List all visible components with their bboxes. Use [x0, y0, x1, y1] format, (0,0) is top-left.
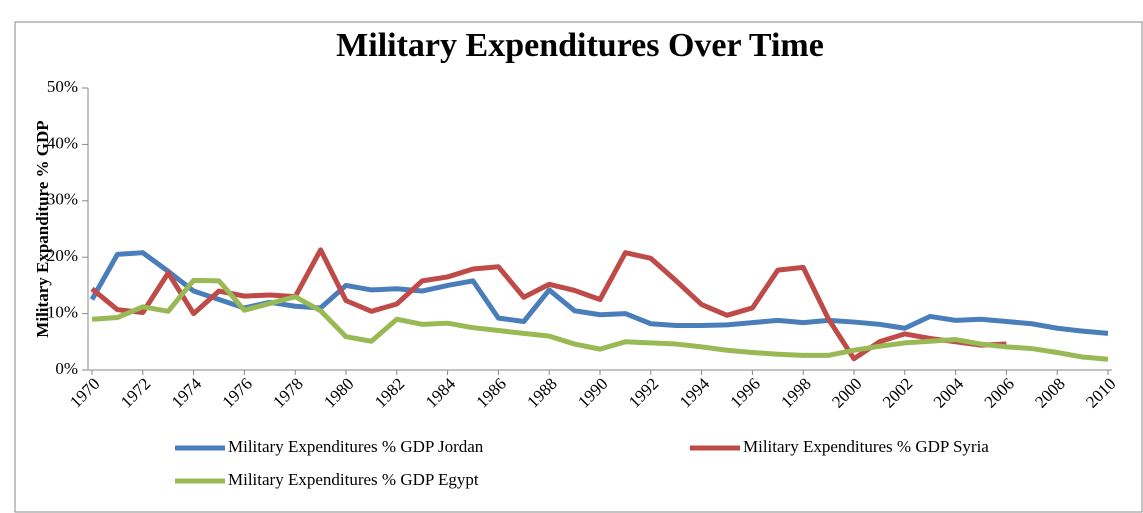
chart-frame [14, 21, 1143, 513]
legend-label: Military Expenditures % GDP Egypt [228, 470, 479, 489]
series-line [91, 277, 1109, 362]
y-tick-label: 40% [47, 133, 78, 152]
chart-title: Military Expenditures Over Time [336, 27, 824, 64]
y-tick-label: 10% [47, 303, 78, 322]
y-tick-label: 0% [55, 359, 78, 378]
y-tick-label: 20% [47, 246, 78, 265]
y-tick-label: 50% [47, 77, 78, 96]
legend-label: Military Expenditures % GDP Jordan [228, 437, 484, 456]
legend-label: Military Expenditures % GDP Syria [743, 437, 989, 456]
y-tick-label: 30% [47, 190, 78, 209]
series-line [90, 247, 1007, 362]
y-axis-label: Military Expanditure % GDP [33, 120, 52, 337]
